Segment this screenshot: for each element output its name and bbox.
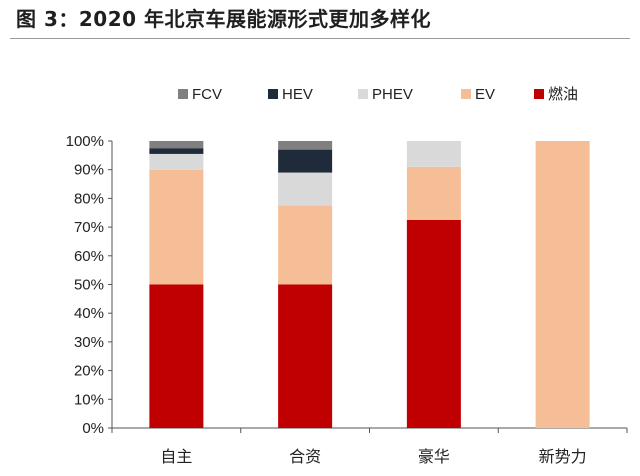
y-tick-label: 70% xyxy=(74,219,104,236)
y-tick-label: 60% xyxy=(74,248,104,265)
x-tick-label: 自主 xyxy=(160,447,192,466)
x-tick-label: 新势力 xyxy=(539,447,587,466)
y-tick-label: 30% xyxy=(74,334,104,351)
bar-segment xyxy=(535,141,590,428)
y-tick-label: 80% xyxy=(74,190,104,207)
bar-segment xyxy=(278,172,333,206)
bar-segment xyxy=(278,141,333,150)
legend-label: HEV xyxy=(282,86,313,103)
legend-label: PHEV xyxy=(372,86,413,103)
bar-segment xyxy=(278,284,333,428)
legend-label: 燃油 xyxy=(548,85,578,103)
legend-swatch xyxy=(268,89,278,99)
bar-segment xyxy=(406,219,461,428)
legend-label: EV xyxy=(475,86,495,103)
x-tick-label: 豪华 xyxy=(418,447,450,466)
y-tick-label: 0% xyxy=(82,420,104,437)
bar-segment xyxy=(149,153,204,170)
bar-segment xyxy=(149,148,204,154)
bar-segment xyxy=(149,141,204,149)
y-tick-label: 50% xyxy=(74,277,104,294)
bar-segment xyxy=(278,205,333,285)
legend-swatch xyxy=(358,89,368,99)
bar-segment xyxy=(406,141,461,167)
legend-label: FCV xyxy=(192,86,222,103)
y-tick-label: 20% xyxy=(74,363,104,380)
bar-segment xyxy=(406,166,461,220)
bar-segment xyxy=(149,169,204,285)
y-tick-label: 10% xyxy=(74,391,104,408)
legend-swatch xyxy=(461,89,471,99)
bar-segment xyxy=(278,149,333,173)
x-tick-label: 合资 xyxy=(289,447,321,466)
bar-segment xyxy=(149,284,204,428)
y-tick-label: 100% xyxy=(66,133,104,150)
legend-swatch xyxy=(178,89,188,99)
title-divider xyxy=(10,38,630,39)
y-tick-label: 90% xyxy=(74,162,104,179)
y-tick-label: 40% xyxy=(74,305,104,322)
legend-swatch xyxy=(534,89,544,99)
chart-title: 图 3：2020 年北京车展能源形式更加多样化 xyxy=(16,7,432,31)
